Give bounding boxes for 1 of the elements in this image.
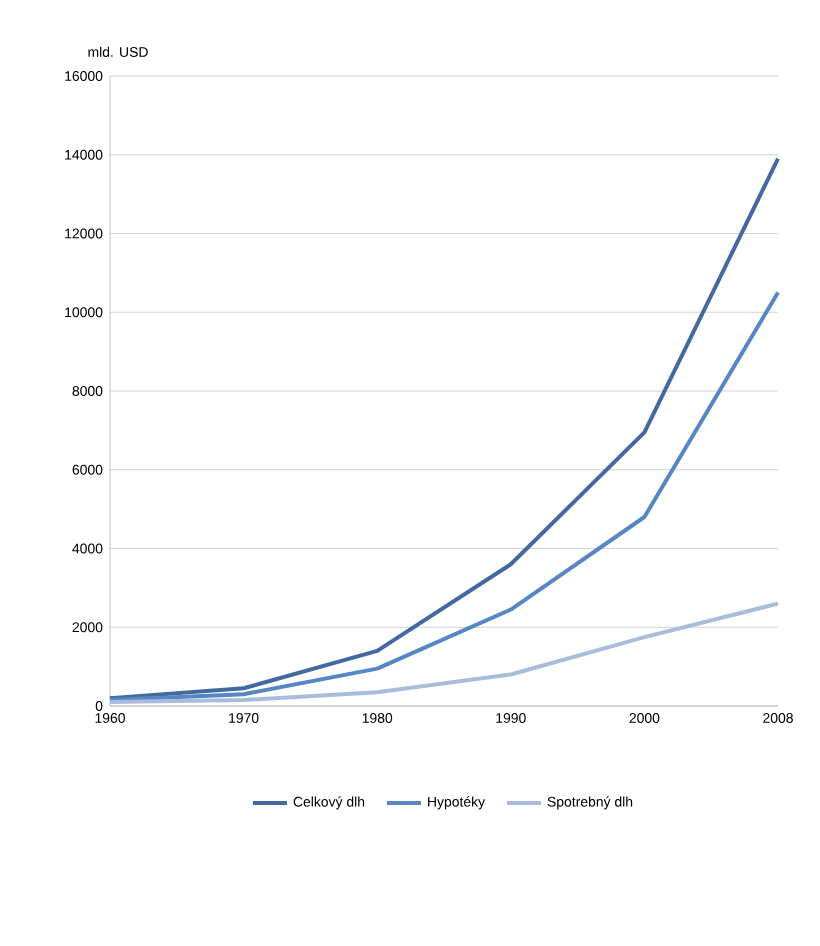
line-series [108, 156, 781, 701]
